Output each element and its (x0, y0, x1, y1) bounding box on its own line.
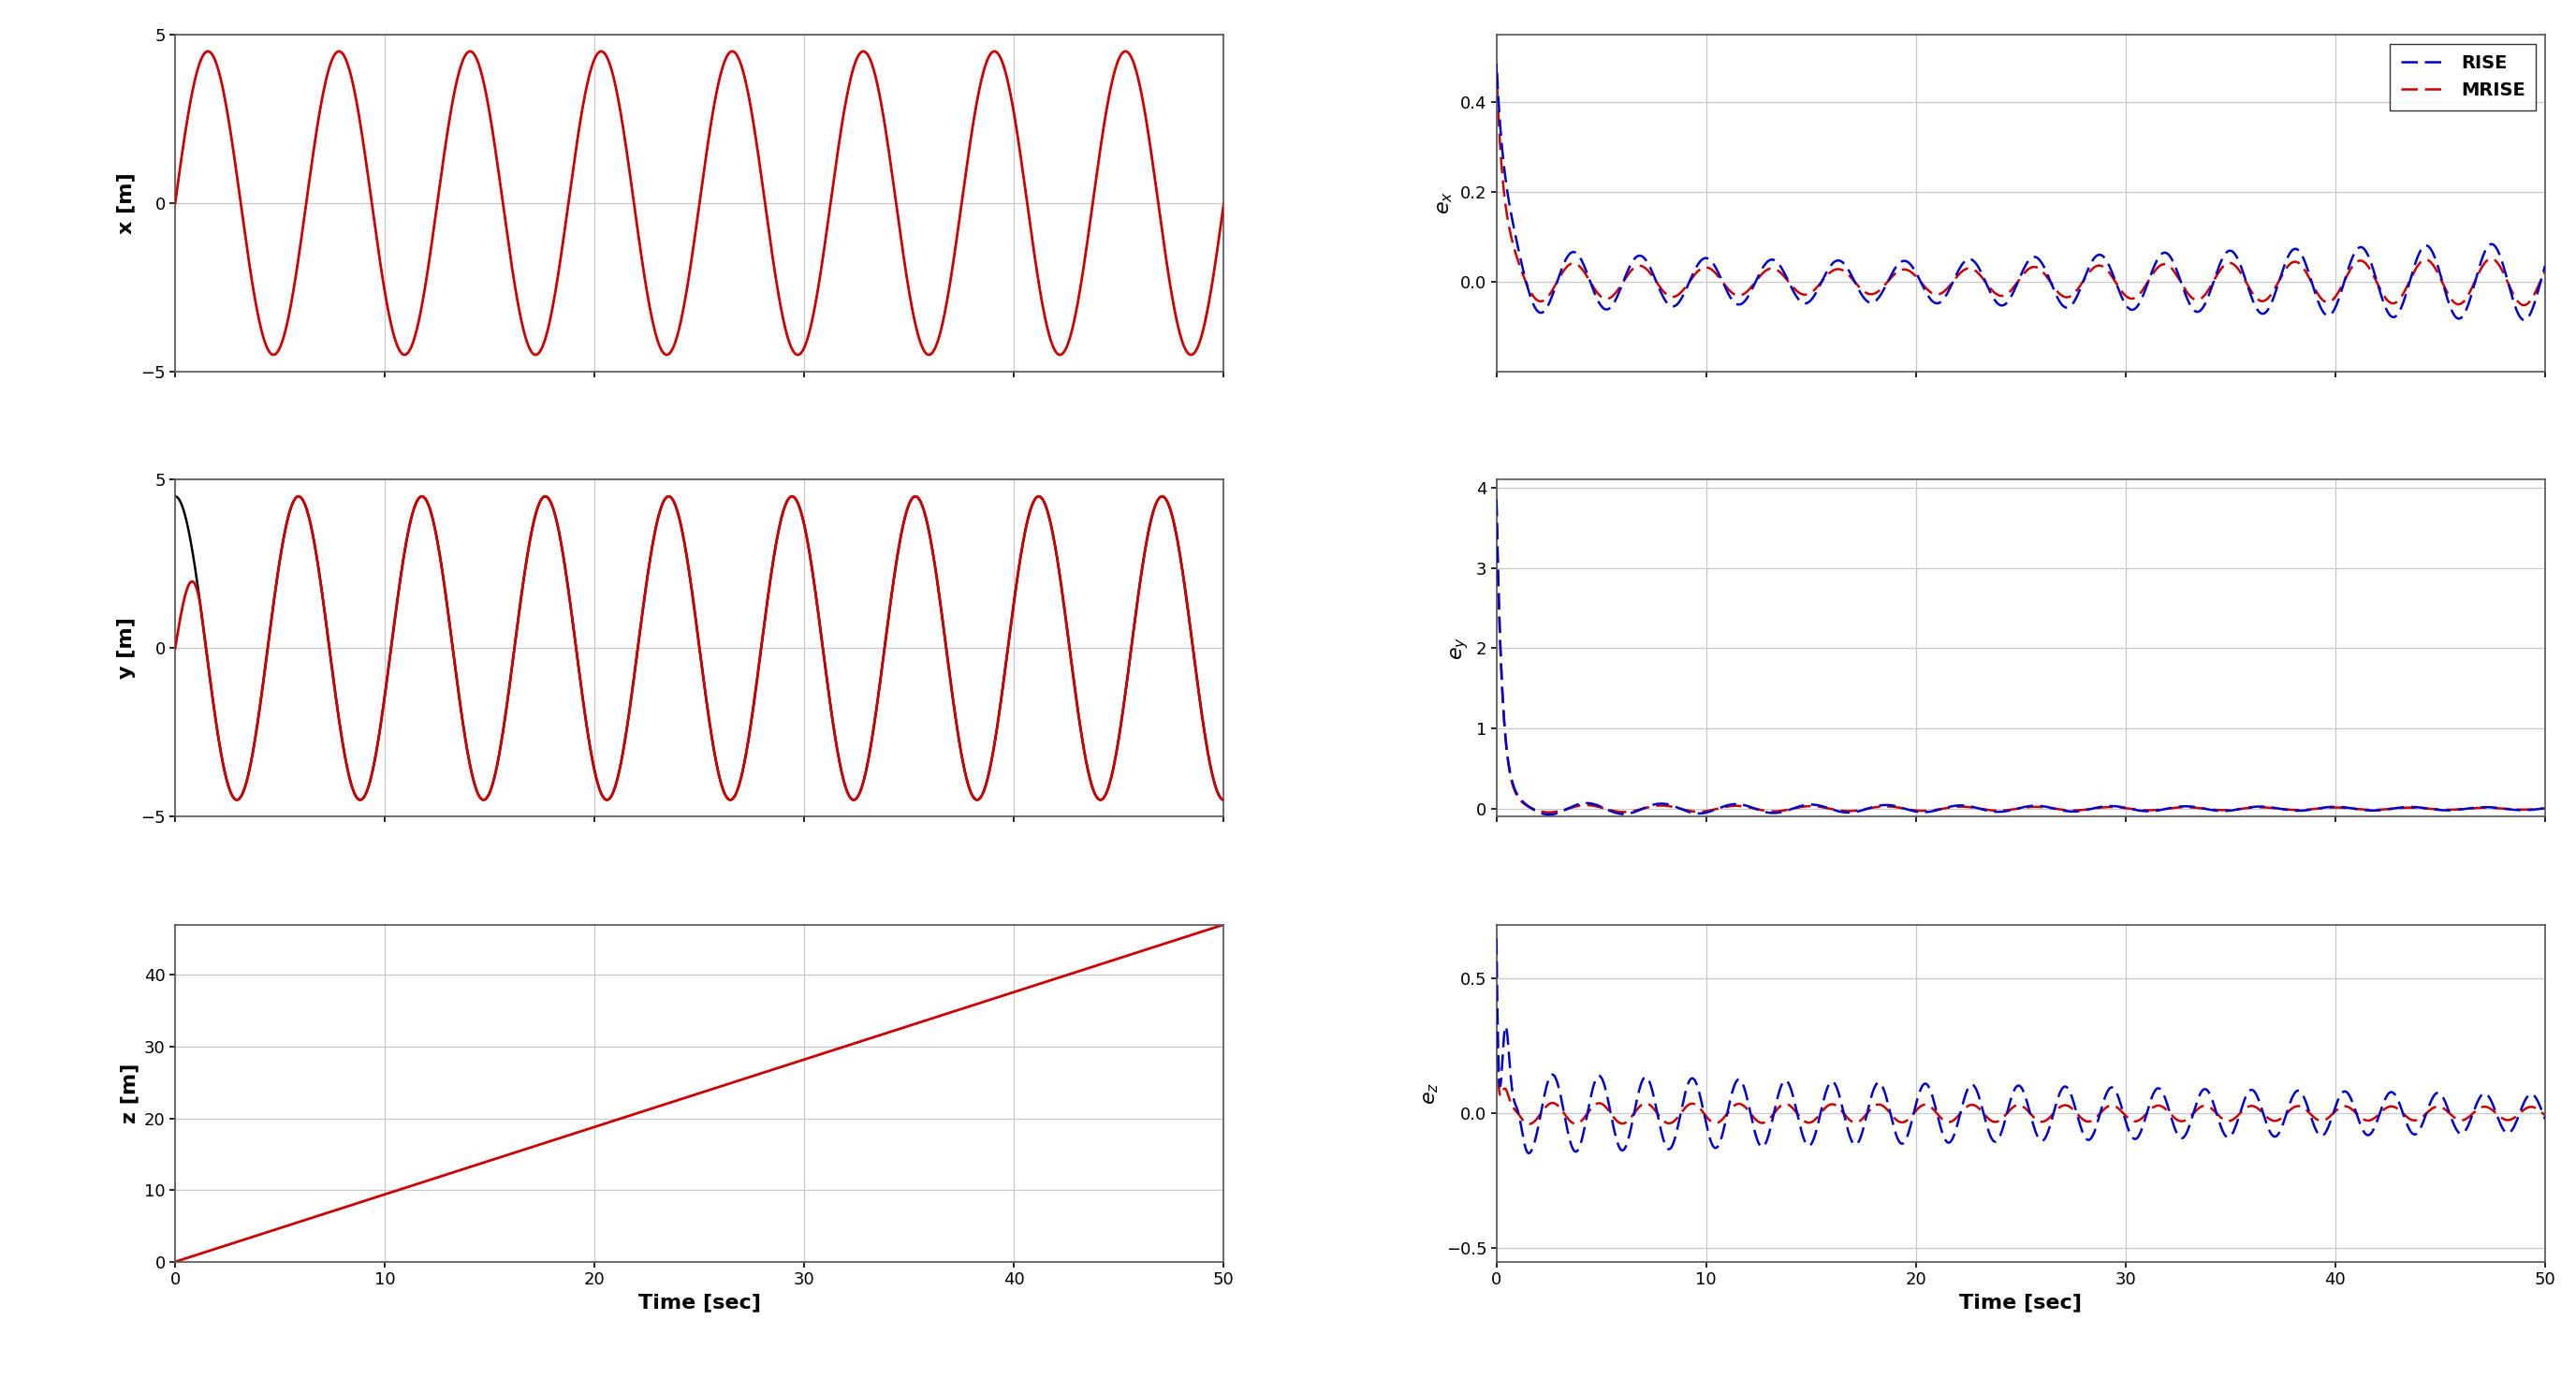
X-axis label: Time [sec]: Time [sec] (1960, 1294, 2081, 1313)
RISE (1543, 268, 1574, 284)
Line: MRISE: MRISE (1497, 72, 2545, 305)
RISE (2509, 312, 2540, 328)
Y-axis label: y [m]: y [m] (116, 618, 137, 678)
MRISE (2530, 262, 2561, 279)
RISE (1486, 131, 1517, 148)
MRISE (1543, 270, 1574, 287)
RISE (1481, 72, 1512, 88)
Y-axis label: $e_y$: $e_y$ (1450, 637, 1471, 659)
MRISE (1481, 63, 1512, 80)
MRISE (1687, 259, 1718, 276)
MRISE (1994, 284, 2025, 301)
X-axis label: Time [sec]: Time [sec] (639, 1294, 760, 1313)
RISE (1687, 251, 1718, 268)
Line: RISE: RISE (1497, 65, 2545, 320)
Y-axis label: $e_x$: $e_x$ (1435, 192, 1455, 215)
Legend: RISE, MRISE: RISE, MRISE (2391, 44, 2535, 110)
RISE (2473, 236, 2504, 252)
RISE (1994, 291, 2025, 308)
MRISE (2509, 296, 2540, 313)
Y-axis label: x [m]: x [m] (116, 172, 137, 234)
MRISE (1481, 72, 1512, 88)
RISE (1481, 57, 1512, 73)
Y-axis label: z [m]: z [m] (121, 1063, 139, 1124)
MRISE (1486, 154, 1517, 171)
MRISE (2473, 251, 2504, 268)
RISE (1525, 305, 1556, 321)
Y-axis label: $e_z$: $e_z$ (1422, 1083, 1440, 1105)
MRISE (1525, 292, 1556, 309)
RISE (2530, 258, 2561, 274)
